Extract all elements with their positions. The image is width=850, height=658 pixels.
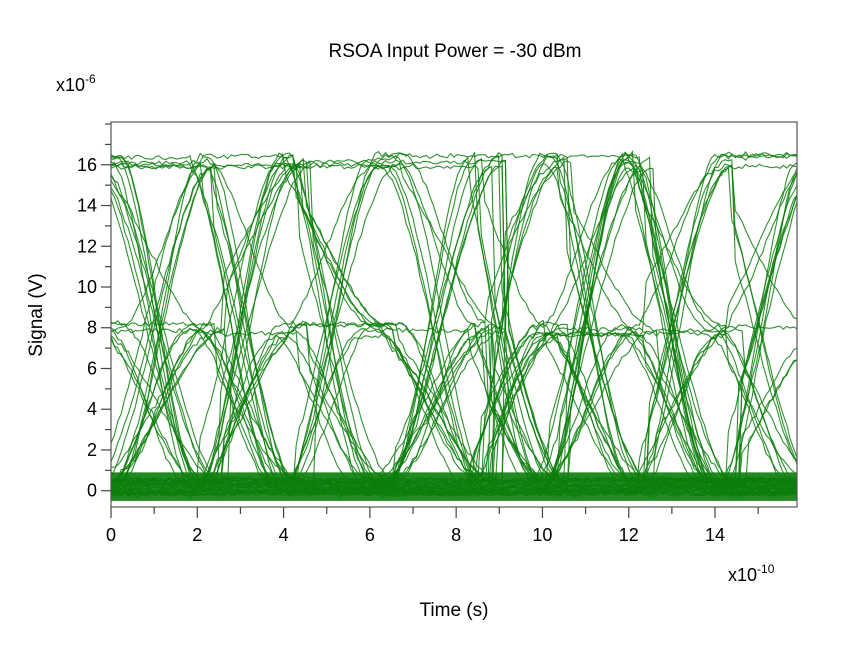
x-tick-label: 6 bbox=[365, 525, 375, 545]
eye-trace bbox=[111, 153, 797, 483]
y-axis-label: Signal (V) bbox=[26, 273, 47, 356]
x-tick-label: 8 bbox=[451, 525, 461, 545]
y-tick-label: 2 bbox=[87, 440, 97, 460]
eye-trace bbox=[111, 326, 797, 491]
x-axis: 0 2 4 6 8 10 12 14 bbox=[106, 507, 759, 545]
x-tick-label: 10 bbox=[532, 525, 552, 545]
eye-trace bbox=[111, 164, 797, 498]
y-tick-label: 6 bbox=[87, 358, 97, 378]
plot-area bbox=[111, 150, 797, 501]
y-tick-label: 0 bbox=[87, 481, 97, 501]
y-tick-label: 12 bbox=[77, 236, 97, 256]
eye-trace bbox=[111, 156, 797, 487]
eye-trace bbox=[111, 156, 797, 489]
x-tick-label: 12 bbox=[619, 525, 639, 545]
y-tick-label: 10 bbox=[77, 277, 97, 297]
y-axis: 0 2 4 6 8 10 12 14 16 bbox=[77, 123, 111, 501]
zero-level-band bbox=[111, 472, 797, 501]
x-tick-label: 0 bbox=[106, 525, 116, 545]
y-tick-label: 16 bbox=[77, 155, 97, 175]
y-tick-label: 4 bbox=[87, 399, 97, 419]
x-multiplier: x10-10 bbox=[728, 562, 775, 585]
y-multiplier: x10-6 bbox=[56, 72, 96, 95]
x-tick-label: 2 bbox=[192, 525, 202, 545]
x-tick-label: 4 bbox=[279, 525, 289, 545]
x-tick-label: 14 bbox=[705, 525, 725, 545]
chart-title: RSOA Input Power = -30 dBm bbox=[329, 41, 582, 62]
y-tick-label: 14 bbox=[77, 196, 97, 216]
plot-frame bbox=[110, 121, 798, 508]
x-axis-label: Time (s) bbox=[420, 600, 489, 621]
eye-trace bbox=[111, 152, 797, 484]
y-tick-label: 8 bbox=[87, 318, 97, 338]
